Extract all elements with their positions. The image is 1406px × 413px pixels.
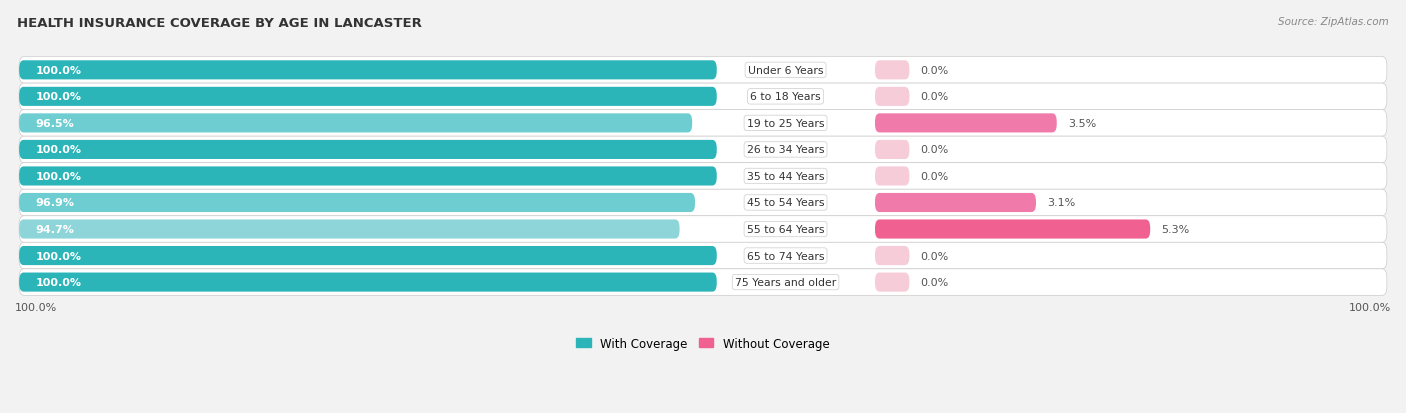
FancyBboxPatch shape	[875, 61, 910, 80]
FancyBboxPatch shape	[875, 193, 1036, 213]
Text: 100.0%: 100.0%	[35, 66, 82, 76]
Text: 0.0%: 0.0%	[921, 66, 949, 76]
Text: Source: ZipAtlas.com: Source: ZipAtlas.com	[1278, 17, 1389, 26]
Text: 0.0%: 0.0%	[921, 171, 949, 182]
FancyBboxPatch shape	[875, 247, 910, 266]
FancyBboxPatch shape	[20, 273, 717, 292]
Text: HEALTH INSURANCE COVERAGE BY AGE IN LANCASTER: HEALTH INSURANCE COVERAGE BY AGE IN LANC…	[17, 17, 422, 29]
FancyBboxPatch shape	[20, 57, 1386, 84]
Text: 75 Years and older: 75 Years and older	[735, 278, 837, 287]
Text: 100.0%: 100.0%	[35, 171, 82, 182]
Text: 3.1%: 3.1%	[1047, 198, 1076, 208]
Text: 0.0%: 0.0%	[921, 278, 949, 287]
Legend: With Coverage, Without Coverage: With Coverage, Without Coverage	[576, 337, 830, 350]
Text: 45 to 54 Years: 45 to 54 Years	[747, 198, 824, 208]
FancyBboxPatch shape	[20, 110, 1386, 137]
FancyBboxPatch shape	[20, 269, 1386, 296]
FancyBboxPatch shape	[875, 140, 910, 159]
Text: 96.9%: 96.9%	[35, 198, 75, 208]
FancyBboxPatch shape	[875, 167, 910, 186]
Text: 26 to 34 Years: 26 to 34 Years	[747, 145, 824, 155]
FancyBboxPatch shape	[20, 61, 717, 80]
Text: 96.5%: 96.5%	[35, 119, 75, 128]
FancyBboxPatch shape	[20, 216, 1386, 243]
Text: 3.5%: 3.5%	[1067, 119, 1097, 128]
Text: 35 to 44 Years: 35 to 44 Years	[747, 171, 824, 182]
FancyBboxPatch shape	[20, 140, 717, 159]
Text: 6 to 18 Years: 6 to 18 Years	[751, 92, 821, 102]
FancyBboxPatch shape	[20, 243, 1386, 269]
FancyBboxPatch shape	[875, 220, 1150, 239]
Text: 19 to 25 Years: 19 to 25 Years	[747, 119, 824, 128]
FancyBboxPatch shape	[875, 273, 910, 292]
FancyBboxPatch shape	[20, 137, 1386, 163]
FancyBboxPatch shape	[20, 247, 717, 266]
Text: 0.0%: 0.0%	[921, 92, 949, 102]
FancyBboxPatch shape	[875, 114, 1057, 133]
FancyBboxPatch shape	[20, 114, 692, 133]
Text: 65 to 74 Years: 65 to 74 Years	[747, 251, 824, 261]
Text: Under 6 Years: Under 6 Years	[748, 66, 824, 76]
FancyBboxPatch shape	[20, 220, 679, 239]
Text: 100.0%: 100.0%	[35, 92, 82, 102]
Text: 94.7%: 94.7%	[35, 225, 75, 235]
Text: 55 to 64 Years: 55 to 64 Years	[747, 225, 824, 235]
Text: 100.0%: 100.0%	[35, 251, 82, 261]
FancyBboxPatch shape	[20, 163, 1386, 190]
Text: 0.0%: 0.0%	[921, 251, 949, 261]
FancyBboxPatch shape	[20, 193, 695, 213]
Text: 0.0%: 0.0%	[921, 145, 949, 155]
Text: 5.3%: 5.3%	[1161, 225, 1189, 235]
Text: 100.0%: 100.0%	[1348, 302, 1391, 312]
FancyBboxPatch shape	[20, 167, 717, 186]
Text: 100.0%: 100.0%	[35, 145, 82, 155]
FancyBboxPatch shape	[20, 88, 717, 107]
Text: 100.0%: 100.0%	[35, 278, 82, 287]
FancyBboxPatch shape	[20, 84, 1386, 110]
FancyBboxPatch shape	[875, 88, 910, 107]
FancyBboxPatch shape	[20, 190, 1386, 216]
Text: 100.0%: 100.0%	[15, 302, 58, 312]
